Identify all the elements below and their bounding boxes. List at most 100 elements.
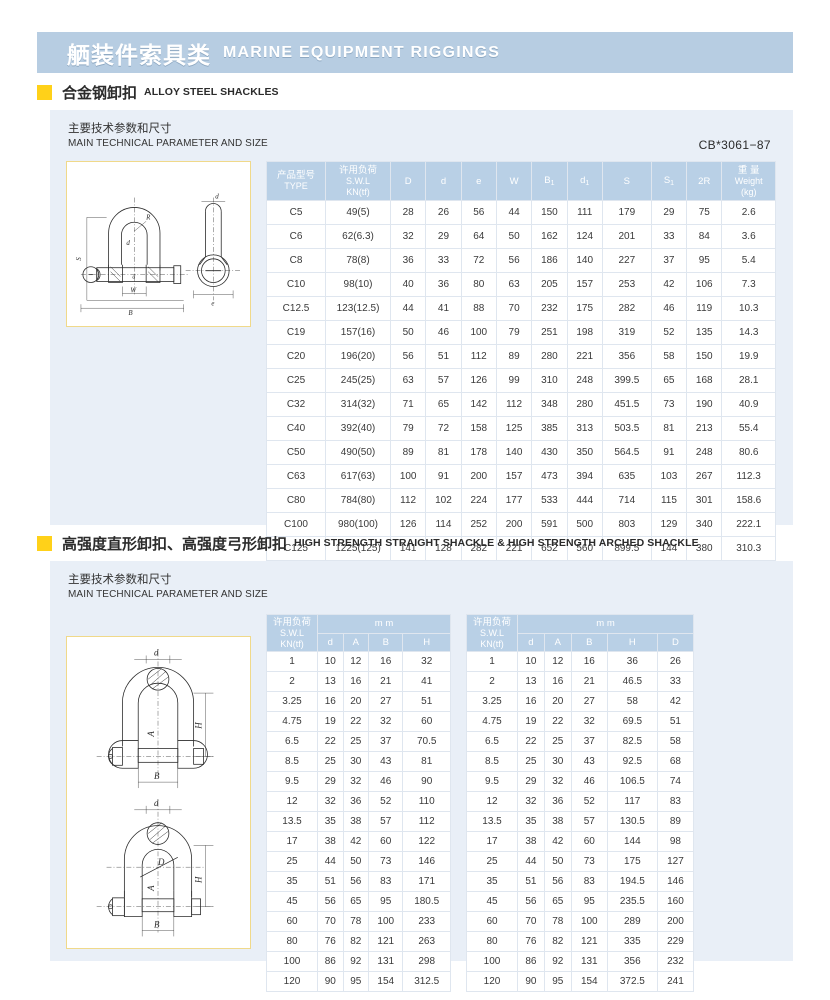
section-title-en: ALLOY STEEL SHACKLES bbox=[144, 86, 279, 98]
table-cell: 335 bbox=[606, 931, 658, 952]
table-row: C25 245(25) 63 57 126 99 310 248 399.5 65 168 28.1 bbox=[266, 368, 776, 393]
table-cell: 171 bbox=[402, 871, 451, 892]
table-cell: 1 bbox=[266, 651, 318, 672]
table-cell: 22 bbox=[517, 731, 545, 752]
table-row: 12 32 36 52 117 83 bbox=[466, 791, 695, 812]
table-cell: 25 bbox=[342, 731, 370, 752]
table-cell: 89 bbox=[656, 811, 695, 832]
table-cell: 310 bbox=[531, 368, 568, 393]
table-row: 45 56 65 95 180.5 bbox=[266, 891, 451, 912]
table-cell: 95 bbox=[368, 891, 404, 912]
table-cell: 27 bbox=[570, 691, 608, 712]
table-cell: 157 bbox=[566, 272, 603, 297]
table-cell: 233 bbox=[402, 911, 451, 932]
table-cell: C25 bbox=[266, 368, 326, 393]
table-cell: 194.5 bbox=[606, 871, 658, 892]
table-cell: 591 bbox=[531, 512, 568, 537]
table-cell: 81 bbox=[650, 416, 688, 441]
col-type: 产品型号 TYPE bbox=[266, 161, 326, 201]
standard-code: CB*3061−87 bbox=[698, 138, 771, 152]
table-cell: 3.6 bbox=[721, 224, 776, 249]
table-cell: 899.5 bbox=[601, 536, 652, 561]
figure-high-strength-shackles: d H A B bbox=[66, 636, 251, 949]
table-cell: 90 bbox=[317, 971, 344, 992]
table-cell: 95 bbox=[686, 248, 723, 273]
table-cell: 146 bbox=[402, 851, 451, 872]
table-row: 3.25 16 20 27 58 42 bbox=[466, 691, 695, 712]
table-cell: 56 bbox=[543, 871, 572, 892]
table-cell: 106 bbox=[686, 272, 723, 297]
table-cell: 35 bbox=[266, 871, 318, 892]
table-row: C5 49(5) 28 26 56 44 150 111 179 29 75 2.6 bbox=[266, 200, 776, 225]
table-cell: 157 bbox=[495, 464, 533, 489]
table-cell: 227 bbox=[601, 248, 652, 273]
table-cell: 100 bbox=[368, 911, 404, 932]
table-cell: 69.5 bbox=[606, 711, 658, 732]
table-cell: C80 bbox=[266, 488, 326, 513]
table-cell: 65 bbox=[543, 891, 572, 912]
table-cell: 65 bbox=[425, 392, 462, 417]
table-cell: 51 bbox=[425, 344, 462, 369]
table-cell: 43 bbox=[368, 751, 404, 772]
table-cell: 451.5 bbox=[601, 392, 652, 417]
table-cell: 86 bbox=[517, 951, 545, 972]
table-row: 13.5 35 38 57 112 bbox=[266, 811, 451, 832]
table-cell: 36 bbox=[425, 272, 462, 297]
col-a: A bbox=[543, 632, 572, 652]
table-cell: 301 bbox=[686, 488, 723, 513]
svg-text:W: W bbox=[130, 287, 137, 294]
table-cell: 144 bbox=[650, 536, 688, 561]
table-cell: 126 bbox=[460, 368, 497, 393]
table-cell: 533 bbox=[531, 488, 568, 513]
table-cell: 385 bbox=[531, 416, 568, 441]
table-cell: 314(32) bbox=[325, 392, 391, 417]
table-row: C50 490(50) 89 81 178 140 430 350 564.5 91 248 80.6 bbox=[266, 440, 776, 465]
table-cell: 45 bbox=[266, 891, 318, 912]
table-cell: 784(80) bbox=[325, 488, 391, 513]
table-cell: 68 bbox=[656, 751, 695, 772]
table-row: 120 90 95 154 312.5 bbox=[266, 971, 451, 992]
table-cell: 80.6 bbox=[721, 440, 776, 465]
table-cell: C19 bbox=[266, 320, 326, 345]
table-cell: 70 bbox=[495, 296, 533, 321]
table-cell: 29 bbox=[425, 224, 462, 249]
table-cell: C125 bbox=[266, 536, 326, 561]
table-cell: 83 bbox=[570, 871, 608, 892]
table-cell: 45 bbox=[466, 891, 518, 912]
table-row: 2 13 16 21 41 bbox=[266, 671, 451, 692]
table-cell: 282 bbox=[601, 296, 652, 321]
table-cell: 157(16) bbox=[325, 320, 391, 345]
section-marker-icon bbox=[37, 535, 52, 551]
table-cell: 76 bbox=[317, 931, 344, 952]
table-cell: 74 bbox=[656, 771, 695, 792]
table-cell: 56 bbox=[517, 891, 545, 912]
table-cell: 92 bbox=[543, 951, 572, 972]
table-cell: 394 bbox=[566, 464, 603, 489]
table-row: C8 78(8) 36 33 72 56 186 140 227 37 95 5.4 bbox=[266, 248, 776, 273]
table-row: 120 90 95 154 372.5 241 bbox=[466, 971, 695, 992]
table-cell: 52 bbox=[570, 791, 608, 812]
table-cell: 3.25 bbox=[266, 691, 318, 712]
table-cell: 73 bbox=[650, 392, 688, 417]
table-cell: 57 bbox=[570, 811, 608, 832]
table-cell: 32 bbox=[570, 711, 608, 732]
table-cell: 32 bbox=[317, 791, 344, 812]
table-cell: 127 bbox=[656, 851, 695, 872]
table-cell: 14.3 bbox=[721, 320, 776, 345]
table-cell: 56 bbox=[317, 891, 344, 912]
col-s: S bbox=[601, 161, 652, 201]
table-cell: 200 bbox=[460, 464, 497, 489]
table-cell: 100 bbox=[389, 464, 427, 489]
table-cell: 60 bbox=[402, 711, 451, 732]
table-cell: 21 bbox=[368, 671, 404, 692]
table-cell: C32 bbox=[266, 392, 326, 417]
table-cell: 72 bbox=[460, 248, 497, 273]
table-cell: 121 bbox=[570, 931, 608, 952]
table-row: 100 86 92 131 298 bbox=[266, 951, 451, 972]
table-cell: 26 bbox=[425, 200, 462, 225]
table-cell: 35 bbox=[317, 811, 344, 832]
table-cell: 280 bbox=[566, 392, 603, 417]
table-cell: 89 bbox=[495, 344, 533, 369]
table-cell: 42 bbox=[543, 831, 572, 852]
table-cell: 5.4 bbox=[721, 248, 776, 273]
